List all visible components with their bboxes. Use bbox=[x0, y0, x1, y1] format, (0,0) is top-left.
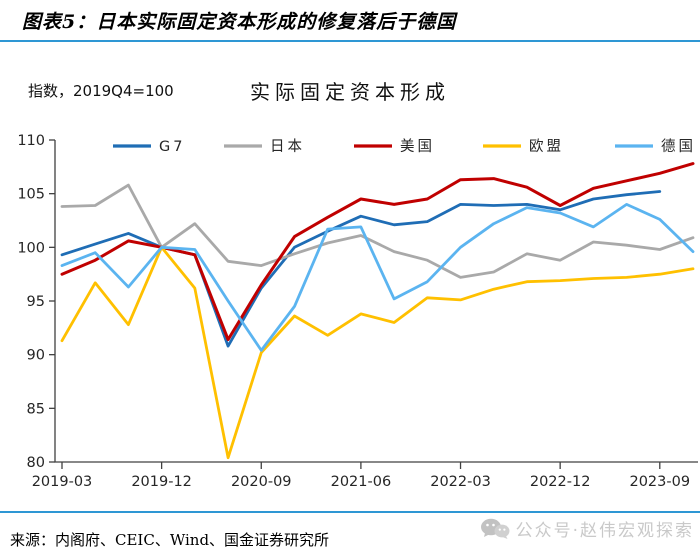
legend-label: 德国 bbox=[661, 138, 696, 155]
source-note: 来源：内阁府、CEIC、Wind、国金证券研究所 bbox=[10, 531, 330, 549]
legend-item-G7: G7 bbox=[113, 139, 185, 155]
x-tick-label: 2019-12 bbox=[131, 474, 192, 490]
legend-label: 欧盟 bbox=[529, 138, 564, 155]
y-tick-label: 90 bbox=[27, 348, 45, 364]
y-tick-label: 80 bbox=[27, 455, 45, 471]
x-tick-label: 2022-12 bbox=[530, 474, 591, 490]
x-tick-label: 2022-03 bbox=[430, 474, 491, 490]
watermark-text: 公众号·赵伟宏观探索 bbox=[515, 521, 694, 541]
y-tick-label: 100 bbox=[17, 240, 45, 256]
x-tick-label: 2020-09 bbox=[231, 474, 292, 490]
series-line-日本 bbox=[60, 183, 695, 279]
series-line-欧盟 bbox=[60, 245, 695, 460]
y-tick-label: 110 bbox=[17, 133, 45, 149]
legend-label: 美国 bbox=[400, 138, 435, 155]
legend-item-美国: 美国 bbox=[354, 138, 435, 155]
x-axis: 2019-03 2019-12 2020-09 2021-06 2022-03 2022-… bbox=[32, 462, 690, 490]
legend: G7 日本 美国 欧盟 德国 bbox=[113, 138, 696, 155]
legend-label: G7 bbox=[159, 139, 185, 155]
x-tick-label: 2021-06 bbox=[331, 474, 392, 490]
report-figure-title: 图表5：日本实际固定资本形成的修复落后于德国 bbox=[22, 11, 457, 33]
chart-title: 实际固定资本形成 bbox=[250, 80, 450, 104]
watermark: 公众号·赵伟宏观探索 bbox=[480, 516, 694, 541]
footer-divider bbox=[0, 511, 700, 513]
legend-item-欧盟: 欧盟 bbox=[483, 138, 564, 155]
legend-item-日本: 日本 bbox=[224, 138, 305, 155]
legend-label: 日本 bbox=[270, 138, 305, 155]
y-tick-label: 95 bbox=[27, 294, 45, 310]
index-note: 指数，2019Q4=100 bbox=[28, 82, 174, 100]
wechat-icon bbox=[480, 518, 510, 539]
y-tick-label: 85 bbox=[27, 401, 45, 417]
title-divider bbox=[0, 40, 700, 42]
y-axis: 110 105 100 95 90 85 80 bbox=[17, 133, 55, 471]
x-tick-label: 2023-09 bbox=[629, 474, 690, 490]
axes bbox=[54, 140, 698, 463]
legend-item-德国: 德国 bbox=[615, 138, 696, 155]
y-tick-label: 105 bbox=[17, 187, 45, 203]
series-line-德国 bbox=[60, 202, 695, 352]
x-tick-label: 2019-03 bbox=[32, 474, 93, 490]
